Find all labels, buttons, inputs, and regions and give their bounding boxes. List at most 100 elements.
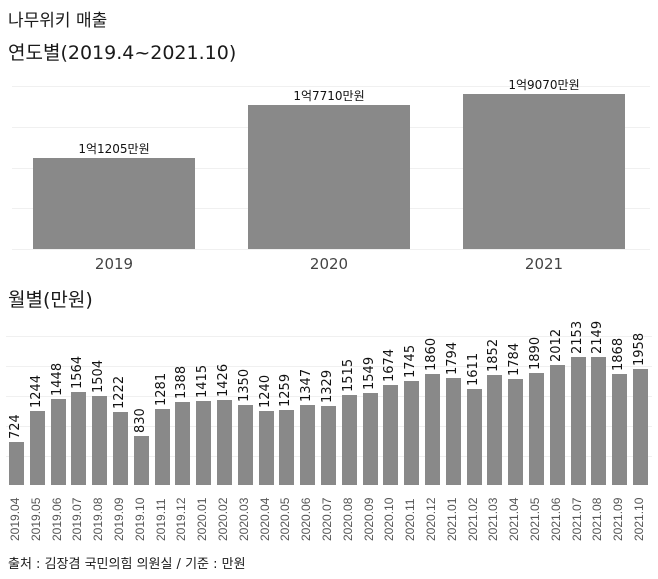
month-axis-label: 2019.12	[174, 497, 189, 541]
month-bar	[612, 373, 628, 485]
month-axis-label: 2020.12	[424, 497, 438, 541]
gridline	[12, 86, 650, 87]
month-value-label: 1281	[153, 372, 169, 406]
year-bar	[248, 105, 410, 249]
month-axis-label: 2020.11	[403, 498, 418, 542]
month-bar	[133, 435, 149, 485]
month-bar	[549, 365, 565, 485]
month-axis-label: 2019.05	[28, 497, 43, 541]
month-axis-label: 2020.08	[340, 497, 355, 541]
month-bar	[383, 385, 399, 485]
month-bar	[633, 368, 648, 485]
year-axis-label: 2021	[524, 255, 564, 273]
month-value-label: 1504	[91, 359, 107, 393]
month-bar	[425, 374, 440, 485]
month-axis-label: 2020.06	[299, 497, 314, 541]
month-value-label: 1860	[424, 338, 439, 372]
month-axis-label: 2021.01	[444, 497, 459, 541]
month-value-label: 1448	[49, 362, 65, 396]
month-bar	[237, 404, 253, 485]
monthly-bar-chart: 724 2019.04 1244 2019.05 1448 2019.06 1564 2019…	[6, 320, 652, 542]
month-bar	[529, 372, 544, 485]
month-axis-label: 2020.02	[216, 497, 230, 541]
month-bar	[196, 400, 212, 485]
month-axis-label: 2020.01	[195, 497, 210, 541]
month-bar	[404, 381, 420, 485]
month-bar	[570, 357, 586, 485]
month-axis-label: 2021.07	[569, 497, 584, 541]
month-value-label: 1890	[528, 336, 543, 370]
month-bar	[300, 404, 316, 485]
month-axis-label: 2019.04	[8, 497, 22, 541]
month-value-label: 2149	[590, 321, 606, 355]
month-axis-label: 2019.11	[153, 498, 168, 542]
gridline	[12, 249, 650, 250]
month-value-label: 830	[132, 407, 148, 433]
month-value-label: 1350	[236, 368, 252, 402]
month-bar	[341, 394, 357, 485]
month-bar	[113, 412, 128, 485]
month-axis-label: 2020.04	[257, 497, 272, 541]
month-axis-label: 2019.09	[112, 497, 126, 541]
month-axis-label: 2020.03	[236, 497, 251, 541]
month-axis-label: 2021.04	[507, 497, 522, 541]
month-axis-label: 2021.05	[528, 497, 542, 541]
month-value-label: 724	[8, 414, 23, 439]
month-value-label: 1958	[632, 332, 647, 366]
month-value-label: 1794	[444, 342, 460, 376]
year-value-label: 1억7710만원	[293, 89, 365, 104]
month-value-label: 1240	[257, 375, 273, 409]
month-axis-label: 2020.05	[278, 497, 293, 541]
year-axis-label: 2020	[309, 255, 349, 273]
year-bar	[463, 94, 625, 249]
month-axis-label: 2020.09	[361, 497, 376, 541]
month-axis-label: 2019.07	[70, 497, 85, 541]
month-bar	[445, 378, 461, 485]
month-bar	[29, 411, 45, 485]
source-note: 출처 : 김장겸 국민의힘 의원실 / 기준 : 만원	[8, 557, 246, 572]
month-bar	[279, 410, 295, 485]
month-axis-label: 2021.03	[486, 497, 501, 541]
month-bar	[50, 398, 66, 485]
month-value-label: 1329	[320, 369, 335, 403]
month-bar	[508, 378, 524, 485]
month-value-label: 1745	[403, 345, 419, 379]
month-bar	[258, 411, 274, 485]
month-bar	[591, 357, 607, 485]
month-bar	[321, 405, 336, 485]
month-value-label: 1674	[382, 349, 398, 383]
yearly-bar-chart: 1억1205만원 2019 1억7710만원 2020 1억9070만원 2021	[0, 0, 658, 280]
monthly-chart-title: 월별(만원)	[8, 289, 93, 311]
year-axis-label: 2019	[94, 255, 134, 273]
month-bar	[175, 402, 191, 485]
gridline	[6, 336, 652, 337]
month-bar	[362, 392, 378, 485]
month-axis-label: 2021.06	[548, 497, 563, 541]
month-value-label: 1852	[486, 338, 502, 372]
month-bar	[9, 441, 24, 485]
month-bar	[217, 400, 232, 485]
month-value-label: 1244	[28, 374, 44, 409]
gridline	[6, 396, 652, 397]
year-bar	[33, 157, 195, 249]
yearly-chart-title: 연도별(2019.4~2021.10)	[8, 42, 237, 64]
month-value-label: 1415	[195, 364, 211, 398]
month-bar	[71, 392, 87, 485]
month-value-label: 1388	[174, 366, 190, 400]
month-axis-label: 2019.08	[91, 497, 106, 541]
month-axis-label: 2021.10	[632, 497, 646, 541]
month-value-label: 1426	[216, 364, 231, 398]
month-value-label: 1347	[299, 368, 315, 402]
month-axis-label: 2021.09	[611, 497, 626, 541]
month-value-label: 1611	[465, 353, 481, 387]
month-bar	[154, 408, 170, 485]
month-value-label: 1564	[70, 355, 86, 390]
month-value-label: 1868	[611, 337, 627, 371]
month-value-label: 2153	[569, 320, 585, 354]
month-bar	[487, 374, 503, 485]
page-title: 나무위키 매출	[8, 11, 108, 31]
month-bar	[466, 389, 482, 485]
month-value-label: 2012	[548, 329, 564, 363]
month-axis-label: 2019.06	[49, 497, 64, 541]
month-axis-label: 2020.07	[320, 497, 334, 541]
